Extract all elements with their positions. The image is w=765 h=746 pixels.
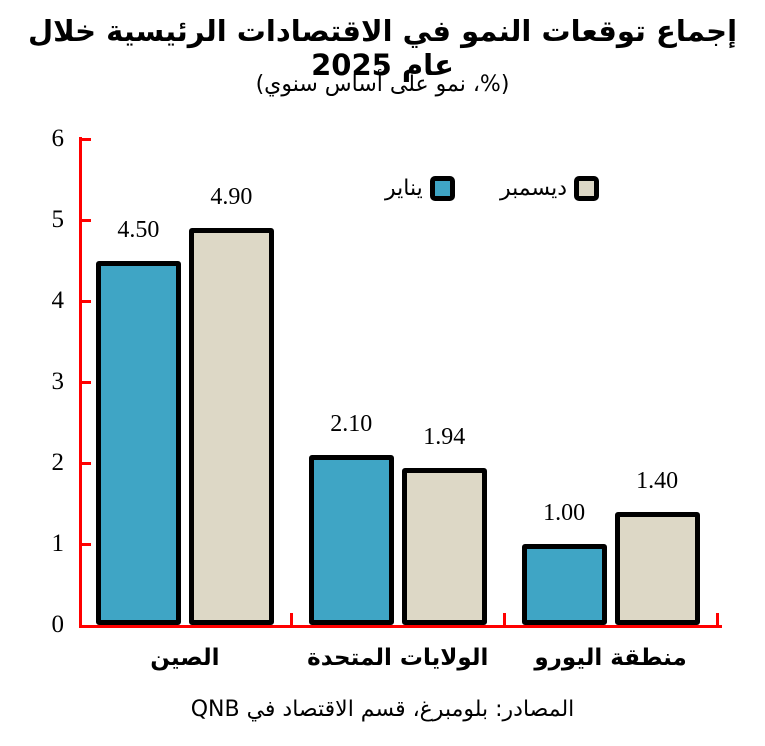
y-tick-label: 5 (51, 206, 65, 233)
legend: يناير ديسمبر (0, 176, 765, 206)
y-tick-label: 0 (51, 611, 65, 638)
legend-marker-december (574, 176, 600, 201)
category-label: الولايات المتحدة (307, 645, 489, 671)
y-tick-label: 1 (51, 530, 65, 557)
y-tick-label: 3 (51, 368, 65, 395)
bar-january-0 (95, 260, 181, 625)
bar-value-label: 4.90 (210, 184, 253, 211)
bar-value-label: 1.00 (543, 500, 586, 526)
y-tick-label: 2 (51, 449, 65, 476)
x-axis-tick (715, 613, 719, 626)
category-label: منطقة اليورو (534, 645, 687, 671)
y-axis-tick (78, 299, 91, 303)
source-note: المصادر: بلومبرغ، قسم الاقتصاد في QNB (190, 697, 575, 722)
x-axis-tick (502, 613, 506, 626)
bar-value-label: 4.50 (117, 216, 160, 243)
bar-value-label: 2.10 (330, 410, 373, 437)
bar-december-0 (188, 228, 274, 625)
bar-value-label: 1.40 (636, 467, 679, 494)
legend-label-december: ديسمبر (500, 176, 568, 201)
chart-subtitle: (%، نمو على أساس سنوي) (255, 72, 510, 97)
bar-value-label: 1.94 (423, 423, 466, 450)
y-axis-tick (78, 218, 91, 222)
chart-title: إجماع توقعات النمو في الاقتصادات الرئيسي… (27, 14, 738, 82)
legend-label-january: يناير (385, 176, 423, 201)
bar-december-1 (401, 467, 487, 625)
bar-january-1 (308, 454, 394, 625)
legend-marker-january (429, 176, 455, 201)
legend-item-december: ديسمبر (500, 176, 600, 201)
bar-december-2 (614, 511, 700, 625)
x-axis-line (78, 625, 722, 628)
y-axis-tick (78, 380, 91, 384)
x-axis-tick (289, 613, 293, 626)
bar-january-2 (521, 544, 607, 625)
y-tick-label: 6 (51, 125, 65, 152)
y-axis-tick (78, 137, 91, 141)
legend-item-january: يناير (385, 176, 455, 201)
y-tick-label: 4 (51, 287, 65, 314)
y-axis-tick (78, 542, 91, 546)
y-axis-tick (78, 461, 91, 465)
category-label: الصين (150, 645, 220, 671)
